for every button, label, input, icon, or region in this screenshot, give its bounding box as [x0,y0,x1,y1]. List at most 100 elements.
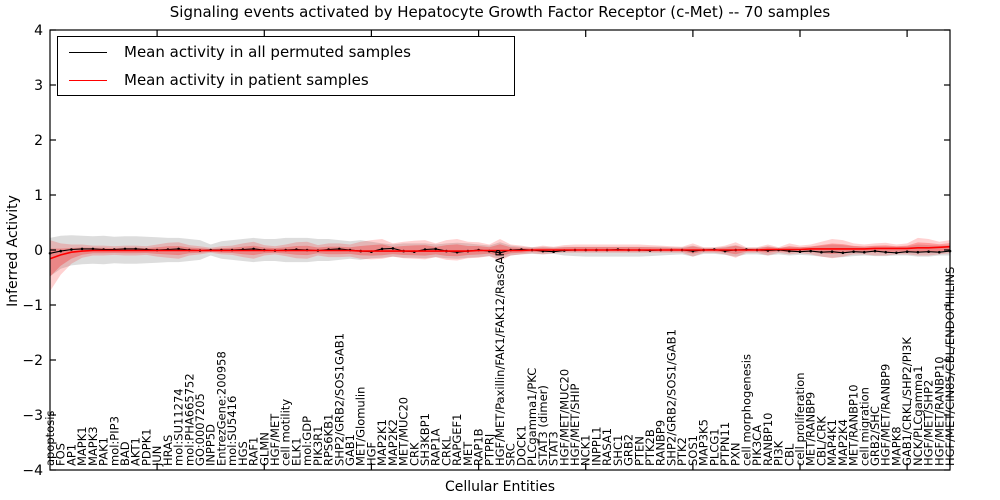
x-category-label: SOS1 [686,435,700,466]
x-category-label: SRC [504,443,518,466]
x-category-label: RPS6KB1 [322,414,336,466]
y-tick-label: 3 [34,78,43,94]
x-category-label: GRB2/SHC [868,406,882,466]
x-category-label: HGF/MET/CIN85/CBL/ENDOPHILINS [943,267,957,466]
x-category-label: SHP2/GRB2/SOS1GAB1 [332,333,346,466]
y-tick-label: 2 [34,133,43,149]
permuted-mean-marker [788,249,791,253]
permuted-mean-marker [134,247,137,251]
x-category-label: SHP2/GRB2/SOS1/GAB1 [664,329,678,466]
x-category-label: HGF [364,442,378,466]
legend-label-patient: Mean activity in patient samples [124,71,369,89]
x-category-label: HGF/MET/Paxillin/FAK1/FAK12/RasGAP [493,249,507,466]
x-category-label: BAD [118,441,132,466]
x-category-label: FOS [54,443,68,466]
x-category-label: SHC1 [611,435,625,466]
x-category-label: AKT1 [129,437,143,466]
x-category-label: RAP1A [429,428,443,466]
x-category-label: PIK3R1 [311,426,325,467]
x-category-label: MAPK1 [75,426,89,466]
x-category-label: cell motility [279,399,293,466]
x-category-label: HGF/MET [268,413,282,466]
x-category-label: NCK/PLCgamma1 [911,365,925,466]
x-category-label: GO:0007205 [193,393,207,466]
y-tick-label: −1 [22,298,43,314]
x-category-label: NCK1 [579,435,593,467]
permuted-mean-marker [391,247,395,250]
permuted-mean-marker [841,251,845,255]
x-category-label: MAP4K1 [825,419,839,466]
permuted-mean-marker [338,247,341,251]
y-tick-label: 0 [34,243,43,259]
legend-label-permuted: Mean activity in all permuted samples [124,43,411,61]
permuted-line-swatch [69,51,107,53]
x-category-label: cell proliferation [793,372,807,466]
x-category-label: JUN [150,446,164,467]
x-category-label: RAP1B [472,428,486,466]
x-category-label: SH3KBP1 [418,413,432,466]
x-category-label: PTPN11 [718,422,732,466]
chart-title: Signaling events activated by Hepatocyte… [169,3,831,21]
x-category-label: HRAS [161,435,175,466]
x-category-label: MAPK3 [86,426,100,466]
x-category-label: MAPK8 [889,426,903,466]
x-category-label: RASA1 [600,428,614,466]
x-category-label: MET [461,441,475,466]
x-category-label: HGS [236,441,250,466]
permuted-mean-marker [59,249,62,253]
x-category-label: PIK3CA [750,425,764,466]
permuted-mean-marker [863,250,866,254]
permuted-mean-marker [434,247,438,251]
y-tick-label: −2 [22,353,43,369]
x-category-label: PLCgamma1/PKC [525,368,539,466]
x-category-label: PLCG1 [707,428,721,466]
x-category-label: GRB2 [622,434,636,466]
x-category-label: mol:PHA665752 [182,373,196,466]
x-category-label: STAT3 (dimer) [536,385,550,466]
x-category-label: MET/Glomulin [354,387,368,466]
x-category-label: RAF1 [247,437,261,466]
patient-mean-line [49,245,951,260]
permuted-mean-marker [498,251,502,255]
x-category-label: ELK1 [289,437,303,466]
x-category-label: PAK1 [97,437,111,466]
x-category-label: RANBP10 [761,413,775,466]
permuted-mean-marker [91,247,95,251]
x-category-label: mol:SU5416 [225,396,239,466]
y-tick-label: 4 [34,23,43,39]
x-category-label: HGF/MET/RANBP10 [932,356,946,466]
permuted-std-band [50,235,950,277]
x-category-label: PTK2 [675,437,689,466]
x-category-label: INPP5D [204,424,218,466]
x-category-label: GAB1/CRKL/SHP2/PI3K [900,337,914,466]
permuted-mean-marker [70,248,73,251]
x-category-label: HGF/MET/SHIP [568,384,582,466]
y-tick-label: −4 [22,463,43,479]
x-category-label: HGF/MET/SHP2 [922,380,936,466]
x-category-label: mol:PIP3 [107,416,121,466]
x-category-label: STAT3 [547,431,561,466]
permuted-mean-marker [177,247,180,251]
x-category-label: MAP3K5 [697,419,711,466]
y-tick-label: −3 [22,408,43,424]
permuted-mean-marker [916,250,920,254]
x-axis-label: Cellular Entities [444,479,556,495]
permuted-mean-marker [852,250,855,253]
x-category-label: HGF/MET/RANBP9 [879,364,893,466]
x-category-label: HGF/MET/MUC20 [557,369,571,466]
x-category-label: cell morphogenesis [739,354,753,466]
permuted-mean-marker [423,248,427,251]
x-category-label: PTK2B [643,429,657,466]
permuted-mean-marker [895,251,898,255]
permuted-mean-marker [905,250,909,253]
x-category-label: MAP2K4 [836,419,850,466]
permuted-mean-marker [380,247,384,251]
legend: Mean activity in all permuted samples Me… [57,36,515,96]
x-category-label: RAPGEF1 [450,414,464,466]
permuted-mean-marker [80,247,84,251]
x-category-label: mol:SU11274 [172,388,186,466]
x-category-label: MAP2K2 [386,419,400,466]
permuted-mean-marker [123,247,127,251]
permuted-mean-marker [938,250,941,254]
